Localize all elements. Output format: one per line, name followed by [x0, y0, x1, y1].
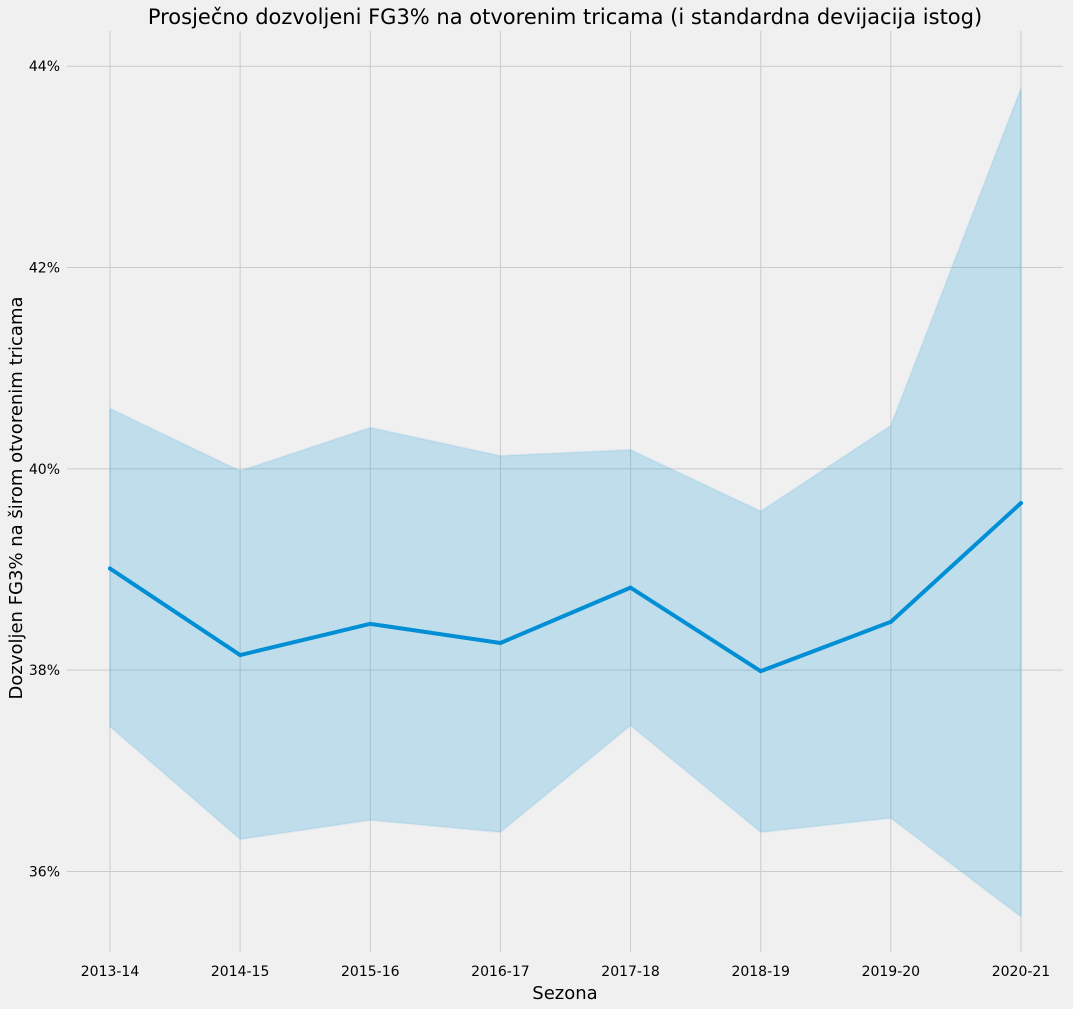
- y-tick-label: 42%: [29, 261, 60, 277]
- y-tick-label: 38%: [29, 663, 60, 679]
- data-point: [1018, 501, 1023, 506]
- x-tick-label: 2015-16: [341, 964, 400, 980]
- data-point: [758, 669, 763, 674]
- x-axis-label: Sezona: [532, 983, 597, 1004]
- data-point: [498, 640, 503, 645]
- grid: [67, 31, 1063, 952]
- y-axis-label: Dozvoljen FG3% na širom otvorenim tricam…: [6, 296, 27, 699]
- x-tick-label: 2018-19: [731, 964, 790, 980]
- x-tick-label: 2014-15: [211, 964, 270, 980]
- y-ticks: 36% 38% 40% 42% 44%: [29, 59, 60, 880]
- y-tick-label: 40%: [29, 462, 60, 478]
- data-point: [108, 566, 112, 571]
- std-band-area: [109, 88, 1022, 919]
- x-tick-label: 2020-21: [992, 964, 1051, 980]
- y-tick-label: 44%: [29, 59, 60, 75]
- x-ticks: 2013-14 2014-15 2015-16 2016-17 2017-18 2018-…: [81, 964, 1050, 980]
- x-tick-label: 2016-17: [471, 964, 530, 980]
- mean-line-group: [108, 501, 1023, 674]
- data-point: [238, 653, 243, 658]
- x-tick-label: 2013-14: [81, 964, 140, 980]
- std-band: [109, 88, 1022, 919]
- x-tick-label: 2019-20: [862, 964, 921, 980]
- data-point: [888, 619, 893, 624]
- data-point: [628, 585, 633, 590]
- y-tick-label: 36%: [29, 864, 60, 880]
- mean-line: [108, 501, 1023, 674]
- x-tick-label: 2017-18: [601, 964, 660, 980]
- chart-title: Prosječno dozvoljeni FG3% na otvorenim t…: [148, 5, 982, 29]
- data-point: [368, 621, 373, 626]
